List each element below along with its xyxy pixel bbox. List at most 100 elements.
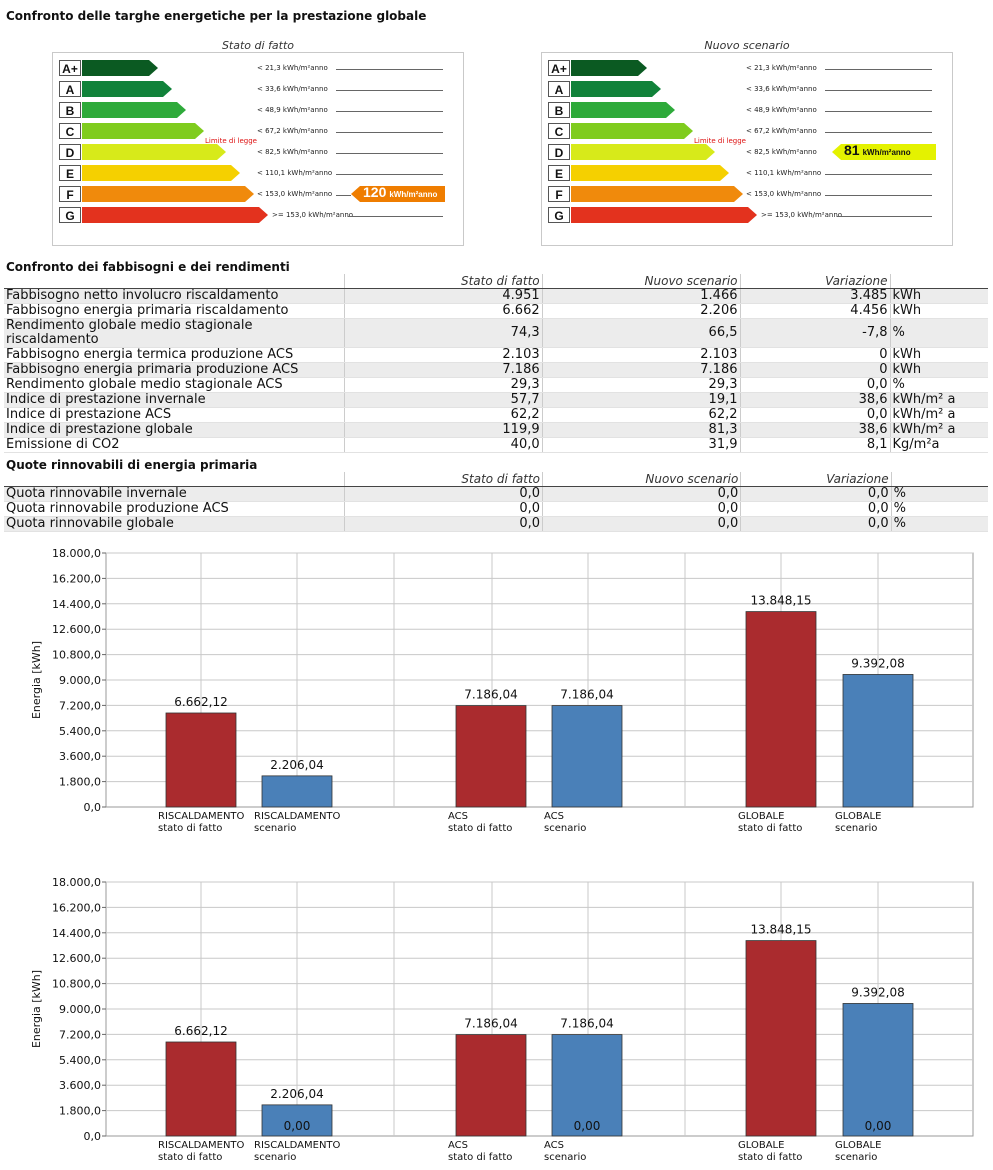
class-badge: D bbox=[59, 144, 81, 160]
x-category-label: ACS bbox=[448, 1140, 468, 1151]
unit-cell: kWh bbox=[889, 362, 988, 378]
x-category-label: ACS bbox=[544, 811, 564, 822]
bar bbox=[842, 1003, 914, 1137]
bar bbox=[745, 940, 817, 1137]
threshold-label: < 110,1 kWh/m²anno bbox=[257, 169, 333, 177]
threshold-line bbox=[825, 195, 932, 196]
class-badge: G bbox=[548, 207, 570, 223]
label-caption: Stato di fatto bbox=[221, 39, 295, 52]
value-cell: 0,0 bbox=[542, 501, 741, 517]
column-header: Nuovo scenario bbox=[541, 274, 740, 289]
threshold-line bbox=[837, 216, 932, 217]
x-category-label: ACS bbox=[448, 811, 468, 822]
unit-cell: kWh/m² a bbox=[889, 422, 988, 438]
bar-value-label: 7.186,04 bbox=[560, 1017, 613, 1031]
class-arrow bbox=[571, 60, 647, 76]
bar bbox=[261, 1104, 333, 1137]
x-subcategory-label: stato di fatto bbox=[448, 823, 512, 834]
bar-value-label: 2.206,04 bbox=[270, 1087, 323, 1101]
y-tick-label: 18.000,0 bbox=[52, 876, 101, 889]
column-header: Stato di fatto bbox=[344, 274, 543, 289]
class-badge: A bbox=[548, 81, 570, 97]
y-tick-label: 5.400,0 bbox=[59, 1054, 101, 1067]
needs-section-title: Confronto dei fabbisogni e dei rendiment… bbox=[6, 260, 290, 274]
class-arrow bbox=[82, 123, 204, 139]
bar bbox=[551, 1034, 623, 1137]
value-cell: 0,0 bbox=[344, 516, 543, 532]
table-row: Fabbisogno energia primaria produzione A… bbox=[4, 362, 988, 378]
column-header: Nuovo scenario bbox=[542, 472, 741, 487]
value-cell: 3.485 bbox=[739, 288, 891, 304]
value-cell: 0,0 bbox=[740, 486, 892, 502]
energy-chart-renewable: 0,0 1.800,0 3.600,0 5.400,0 7.200,0 9.000,0 10… bbox=[30, 876, 974, 1163]
class-arrow bbox=[82, 81, 172, 97]
value-cell: 31,9 bbox=[541, 437, 740, 453]
value-cell: 4.951 bbox=[344, 288, 543, 304]
threshold-label: < 48,9 kWh/m²anno bbox=[746, 106, 817, 114]
needs-table: Stato di fatto Nuovo scenario Variazione Fa… bbox=[4, 274, 988, 453]
bar bbox=[551, 705, 623, 808]
class-arrow bbox=[571, 165, 729, 181]
class-badge: A bbox=[59, 81, 81, 97]
x-category-label: GLOBALE bbox=[738, 811, 784, 822]
x-category-label: RISCALDAMENTO bbox=[254, 1140, 341, 1151]
value-cell: 7.186 bbox=[541, 362, 740, 378]
column-header: Stato di fatto bbox=[344, 472, 543, 487]
bar-value-label: 6.662,12 bbox=[174, 695, 227, 709]
energy-label-nuovo-scenario: Nuovo scenario A+ < 21,3 kWh/m²anno A < 33,… bbox=[541, 39, 953, 246]
class-badge: C bbox=[548, 123, 570, 139]
row-label: Quota rinnovabile invernale bbox=[4, 486, 345, 502]
value-cell: -7,8 bbox=[739, 318, 891, 348]
bar bbox=[745, 611, 817, 808]
column-header bbox=[4, 472, 345, 487]
value-cell: 74,3 bbox=[344, 318, 543, 348]
table-row: Fabbisogno energia primaria riscaldament… bbox=[4, 303, 988, 319]
value-cell: 81,3 bbox=[541, 422, 740, 438]
bar-inner-label: 0,00 bbox=[865, 1119, 892, 1133]
y-tick-label: 9.000,0 bbox=[59, 1003, 101, 1016]
value-cell: 0,0 bbox=[739, 377, 891, 393]
threshold-label: < 82,5 kWh/m²anno bbox=[746, 148, 817, 156]
x-subcategory-label: scenario bbox=[544, 1152, 586, 1163]
class-badge: B bbox=[59, 102, 81, 118]
value-cell: 29,3 bbox=[344, 377, 543, 393]
x-subcategory-label: scenario bbox=[254, 1152, 296, 1163]
row-label: Rendimento globale medio stagionale risc… bbox=[4, 318, 345, 348]
row-label: Indice di prestazione ACS bbox=[4, 407, 345, 423]
threshold-line bbox=[825, 132, 932, 133]
energy-label-stato-di-fatto: Stato di fatto A+ < 21,3 kWh/m²anno A < 33,… bbox=[52, 39, 464, 246]
threshold-line bbox=[348, 216, 443, 217]
value-cell: 2.103 bbox=[541, 347, 740, 363]
threshold-label: < 110,1 kWh/m²anno bbox=[746, 169, 822, 177]
x-category-label: RISCALDAMENTO bbox=[254, 811, 341, 822]
table-row: Indice di prestazione globale 119,9 81,3 38… bbox=[4, 422, 988, 438]
class-badge: G bbox=[59, 207, 81, 223]
x-category-label: GLOBALE bbox=[835, 1140, 881, 1151]
table-row: Fabbisogno netto involucro riscaldamento… bbox=[4, 288, 988, 304]
y-tick-label: 3.600,0 bbox=[59, 1079, 101, 1092]
value-cell: 1.466 bbox=[541, 288, 740, 304]
x-subcategory-label: scenario bbox=[835, 823, 877, 834]
class-arrow bbox=[82, 165, 240, 181]
value-cell: 0,0 bbox=[740, 501, 892, 517]
y-tick-label: 18.000,0 bbox=[52, 547, 101, 560]
row-label: Quota rinnovabile globale bbox=[4, 516, 345, 532]
bar-value-label: 7.186,04 bbox=[464, 1017, 517, 1031]
threshold-label: < 48,9 kWh/m²anno bbox=[257, 106, 328, 114]
class-badge: C bbox=[59, 123, 81, 139]
unit-cell: kWh bbox=[889, 288, 988, 304]
value-cell: 40,0 bbox=[344, 437, 543, 453]
x-subcategory-label: scenario bbox=[544, 823, 586, 834]
value-cell: 2.206 bbox=[541, 303, 740, 319]
threshold-label: < 67,2 kWh/m²anno bbox=[257, 127, 328, 135]
bar-value-label: 2.206,04 bbox=[270, 758, 323, 772]
y-axis-label: Energia [kWh] bbox=[30, 641, 43, 719]
x-subcategory-label: stato di fatto bbox=[448, 1152, 512, 1163]
bar-value-label: 9.392,08 bbox=[851, 985, 904, 999]
value-cell: 38,6 bbox=[739, 392, 891, 408]
table-row: Quota rinnovabile invernale 0,0 0,0 0,0% bbox=[4, 486, 988, 502]
performance-indicator bbox=[351, 186, 445, 202]
y-tick-label: 3.600,0 bbox=[59, 750, 101, 763]
value-cell: 6.662 bbox=[344, 303, 543, 319]
threshold-line bbox=[825, 174, 932, 175]
